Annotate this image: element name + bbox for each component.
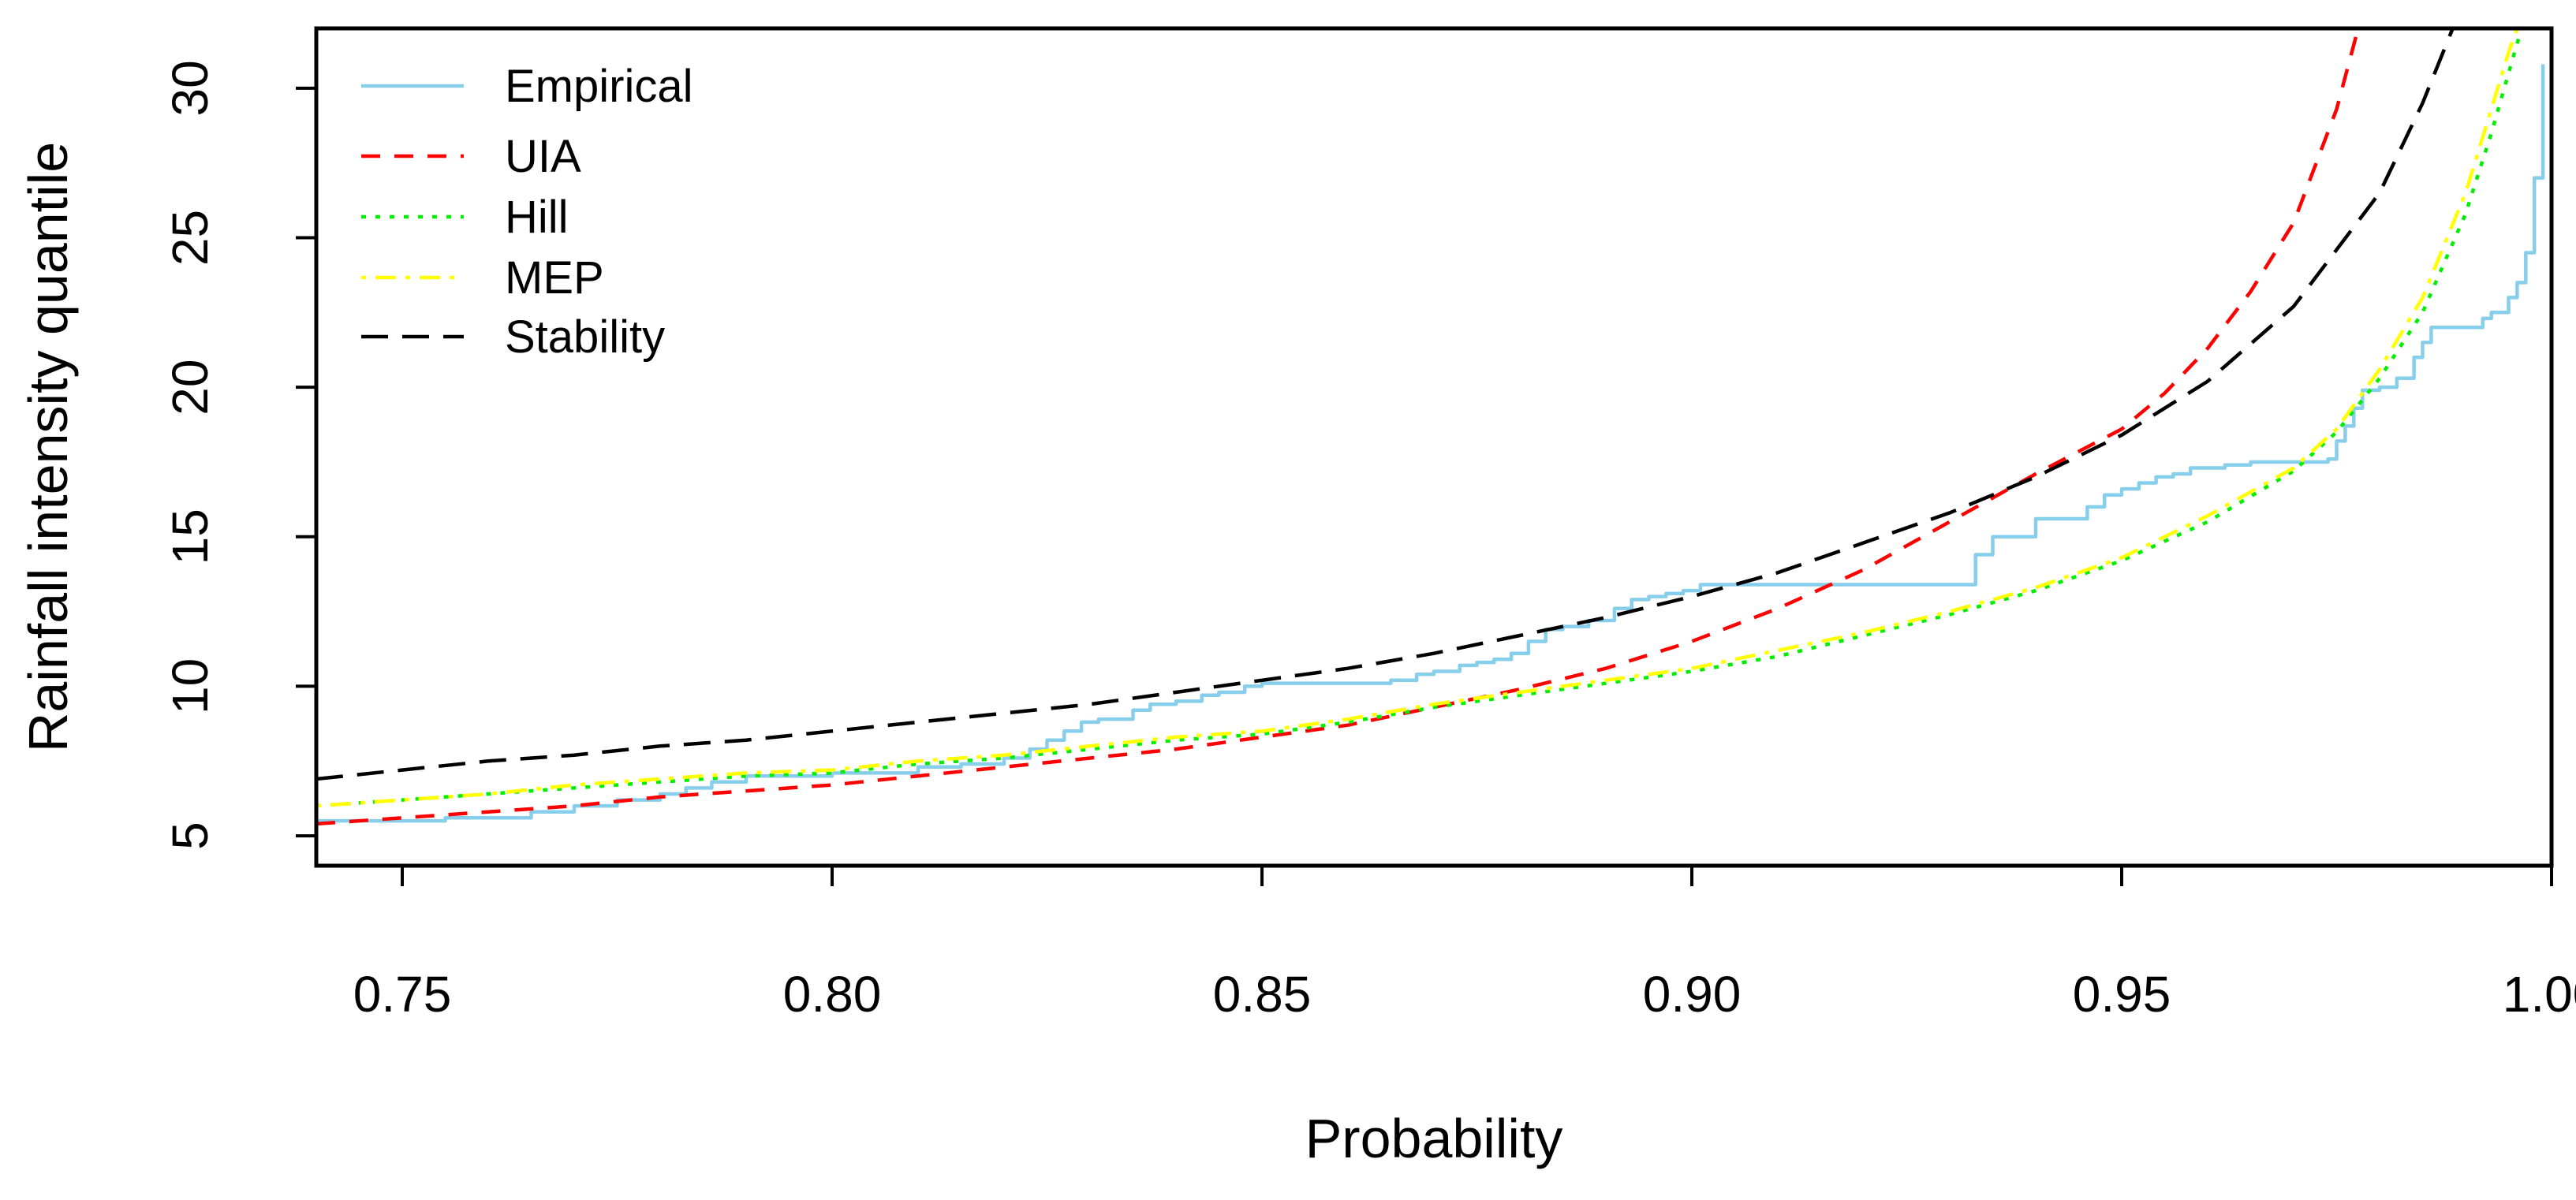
x-tick-label: 0.85 (1213, 966, 1312, 1023)
y-tick-label: 30 (162, 60, 218, 116)
legend-label-hill: Hill (505, 192, 569, 243)
series-layer (316, 28, 2545, 826)
series-line-stability (316, 28, 2455, 781)
y-tick-label: 10 (162, 658, 218, 714)
legend: Empirical UIA Hill MEP Stability (361, 61, 693, 363)
y-tick-label: 25 (162, 210, 218, 266)
legend-label-mep: MEP (505, 252, 604, 304)
y-tick-label: 15 (162, 509, 218, 565)
legend-label-uia: UIA (505, 131, 581, 182)
series-line-empirical (316, 64, 2545, 823)
x-tick-label: 1.00 (2503, 966, 2576, 1023)
series-line-uia (316, 28, 2360, 826)
series-line-mep (316, 28, 2519, 808)
legend-label-empirical: Empirical (505, 61, 693, 112)
y-tick-label: 5 (162, 822, 218, 850)
x-axis-title: Probability (1305, 1108, 1563, 1169)
x-tick-label: 0.90 (1643, 966, 1742, 1023)
y-axis-title: Rainfall intensity quantile (17, 142, 79, 752)
x-axis: 0.75 0.80 0.85 0.90 0.95 1.00 (353, 866, 2576, 1023)
x-tick-label: 0.75 (353, 966, 452, 1023)
plot-frame (314, 26, 2554, 868)
series-line-hill (316, 28, 2524, 808)
y-tick-label: 20 (162, 360, 218, 416)
legend-label-stability: Stability (505, 311, 665, 363)
x-tick-label: 0.95 (2073, 966, 2171, 1023)
y-axis: 5 10 15 20 25 30 (162, 60, 316, 850)
x-tick-label: 0.80 (783, 966, 882, 1023)
